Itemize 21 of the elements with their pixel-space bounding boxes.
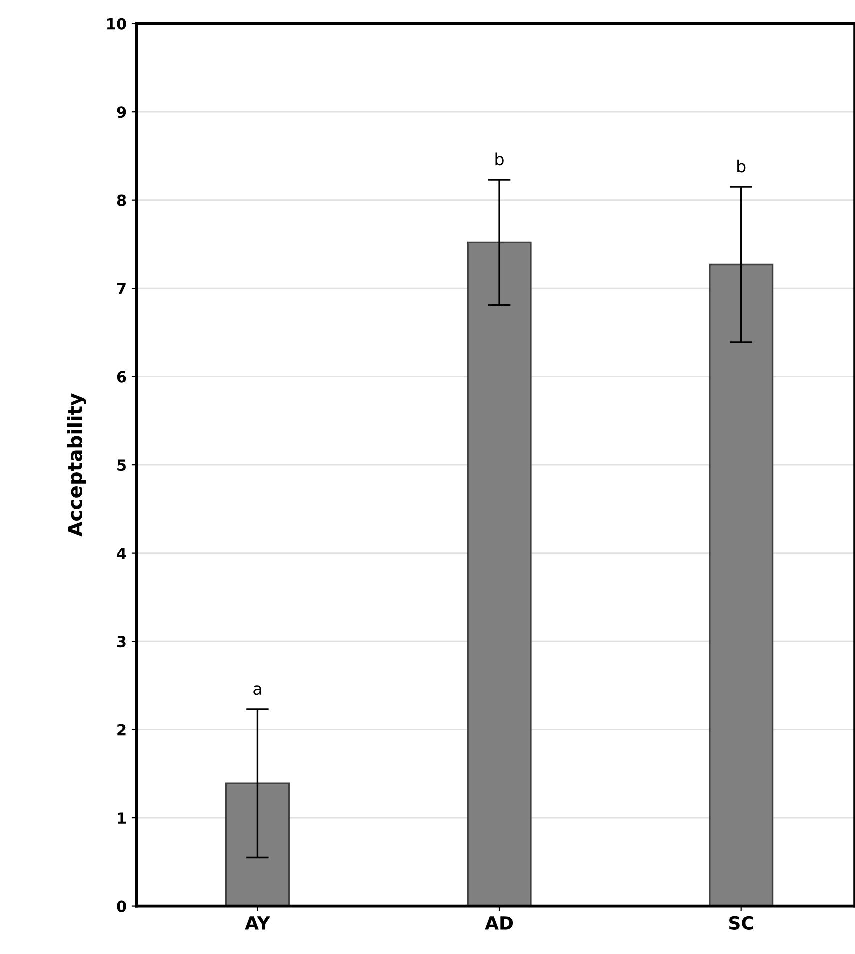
x-tick-label: SC (730, 916, 754, 930)
y-tick-label: 5 (118, 460, 126, 472)
y-tick-label: 1 (118, 812, 126, 824)
y-tick-label: 4 (117, 548, 126, 560)
y-tick-label: 3 (117, 636, 126, 648)
y-tick-label: 7 (117, 283, 126, 294)
y-tick-label: 2 (118, 724, 126, 736)
x-tick-label: AD (485, 916, 514, 930)
bar (225, 782, 290, 906)
y-tick-label: 9 (117, 106, 126, 118)
bar (467, 242, 532, 906)
y-tick-label: 10 (108, 18, 126, 30)
x-tick-label: AY (245, 916, 271, 930)
y-tick-label: 0 (117, 900, 126, 912)
y-axis-title: Acceptability (67, 394, 86, 537)
annotation: a (254, 686, 262, 696)
annotation: b (496, 152, 504, 166)
annotation: b (738, 160, 746, 173)
bar (709, 264, 774, 906)
y-tick-label: 6 (117, 371, 126, 383)
y-tick-label: 8 (117, 194, 126, 206)
